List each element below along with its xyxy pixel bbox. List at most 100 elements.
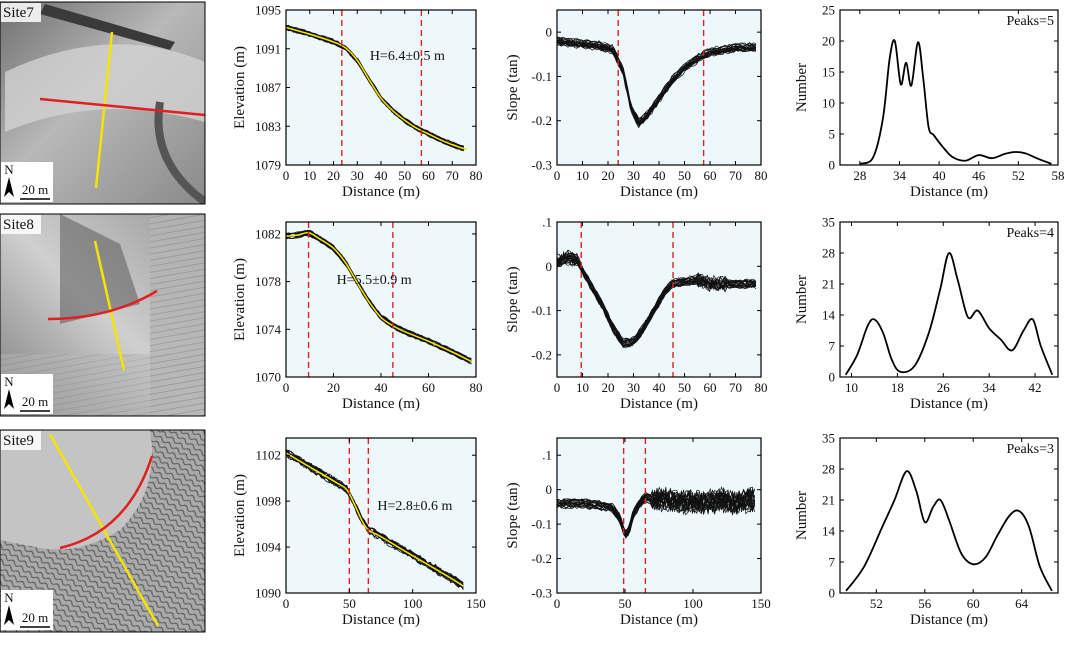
y-axis-label: Number [794, 63, 810, 112]
plot-area [557, 438, 761, 593]
y-tick-label: 7 [829, 339, 836, 354]
y-tick-label: 1090 [255, 586, 281, 601]
y-tick-label: 1095 [255, 3, 281, 18]
x-tick-label: 60 [967, 596, 980, 611]
site-label-bg [1, 431, 41, 450]
x-tick-label: 0 [283, 596, 290, 611]
plot-data [845, 470, 1053, 592]
x-tick-label: 60 [704, 380, 717, 395]
x-tick-label: 0 [283, 380, 290, 395]
plot-slope: 0 10 20 30 40 50 60 70 80 .1 0 -0.1 -0.2 Distance (m)… [505, 215, 768, 413]
x-tick-label: 40 [653, 168, 666, 183]
plot-area [840, 222, 1058, 377]
y-tick-label: 1091 [255, 41, 281, 56]
plot-slope: 0 10 20 30 40 50 60 70 80 0 -0.1 -0.2 -0.3 Distance (… [505, 9, 768, 200]
x-tick-label: 34 [983, 380, 997, 395]
y-tick-label: -0.1 [531, 69, 552, 84]
x-tick-label: 64 [1015, 596, 1029, 611]
y-tick-label: 14 [822, 524, 836, 539]
scarp-trace-line [47, 289, 158, 321]
profile-line [286, 229, 472, 359]
plot-frame [839, 437, 1059, 594]
y-tick-label: -0.2 [531, 551, 552, 566]
y-tick-label: 15 [822, 65, 835, 80]
site-label: Site7 [3, 5, 34, 21]
y-axis-label: Number [794, 491, 810, 540]
plot-area [840, 438, 1058, 593]
x-tick-label: 80 [755, 168, 768, 183]
site-label-bg [1, 3, 41, 22]
x-tick-label: 40 [375, 380, 388, 395]
scale-bar-label: 20 m [22, 394, 48, 409]
x-tick-label: 70 [729, 168, 742, 183]
north-arrow-icon [4, 177, 14, 197]
y-tick-label: 1079 [255, 158, 281, 173]
site-map: Site7 N 20 m [0, 1, 206, 205]
plot-frame [285, 437, 477, 594]
x-axis-label: Distance (m) [620, 396, 698, 412]
x-tick-label: 28 [853, 168, 866, 183]
plot-elevation: 0 50 100 150 1090 1094 1098 1102 Distance (m) Ele… [232, 437, 486, 628]
y-tick-label: 21 [822, 493, 835, 508]
profile-line [286, 453, 464, 589]
profile-trace-line [94, 31, 114, 189]
y-tick-label: -0.2 [531, 347, 552, 362]
slope-line [557, 38, 756, 123]
x-tick-label: 50 [678, 168, 691, 183]
y-tick-label: 0 [546, 25, 553, 40]
profile-line [286, 453, 464, 589]
plot-area [557, 10, 761, 165]
plot-area [286, 222, 476, 377]
y-tick-label: 20 [822, 34, 835, 49]
y-tick-label: 1098 [255, 494, 281, 509]
x-tick-label: 10 [576, 168, 589, 183]
scarp-height-annotation: H=2.8±0.6 m [377, 499, 452, 514]
north-arrow-icon [4, 605, 14, 625]
scale-bar-label: 20 m [22, 182, 48, 197]
north-arrow-icon [4, 389, 14, 409]
x-tick-label: 40 [653, 380, 666, 395]
x-tick-label: 60 [704, 168, 717, 183]
y-tick-label: 1078 [255, 274, 281, 289]
y-tick-label: -0.1 [531, 517, 552, 532]
y-tick-label: 10 [822, 96, 835, 111]
x-axis-label: Distance (m) [342, 396, 420, 412]
x-tick-label: 46 [972, 168, 986, 183]
x-axis-label: Distance (m) [342, 612, 420, 628]
x-tick-label: 26 [937, 380, 951, 395]
profile-trace-line [93, 240, 126, 371]
y-tick-label: 1082 [255, 226, 281, 241]
x-tick-label: 80 [755, 380, 768, 395]
scale-bar-label: 20 m [22, 610, 48, 625]
x-tick-label: 40 [933, 168, 946, 183]
y-tick-label: 1102 [255, 448, 281, 463]
x-tick-label: 52 [870, 596, 883, 611]
terrain-channel [154, 101, 205, 204]
median-profile-line [286, 26, 467, 151]
y-tick-label: -0.3 [531, 586, 552, 601]
x-tick-label: 50 [619, 596, 632, 611]
x-tick-label: 40 [375, 168, 388, 183]
x-tick-label: 50 [343, 596, 356, 611]
y-tick-label: 5 [829, 127, 836, 142]
y-tick-label: 28 [822, 246, 835, 261]
y-axis-label: Elevation (m) [232, 46, 248, 129]
slope-line [557, 42, 757, 127]
scarp-height-annotation: H=6.4±0.5 m [370, 49, 445, 64]
y-axis-label: Number [794, 275, 810, 324]
y-tick-label: .1 [542, 215, 552, 230]
terrain-slope [60, 214, 140, 324]
x-tick-label: 0 [554, 168, 561, 183]
slope-line [557, 43, 757, 129]
x-axis-label: Distance (m) [910, 612, 988, 628]
x-tick-label: 80 [470, 168, 483, 183]
y-tick-label: 7 [829, 555, 836, 570]
y-tick-label: 1094 [255, 540, 282, 555]
x-tick-label: 20 [602, 380, 615, 395]
median-profile-line [286, 231, 472, 363]
y-tick-label: 28 [822, 462, 835, 477]
x-axis-label: Distance (m) [910, 184, 988, 200]
plot-data [557, 35, 757, 129]
plot-elevation: 0 10 20 30 40 50 60 70 80 1079 1083 1087 1091 1095 Dis… [232, 3, 483, 201]
